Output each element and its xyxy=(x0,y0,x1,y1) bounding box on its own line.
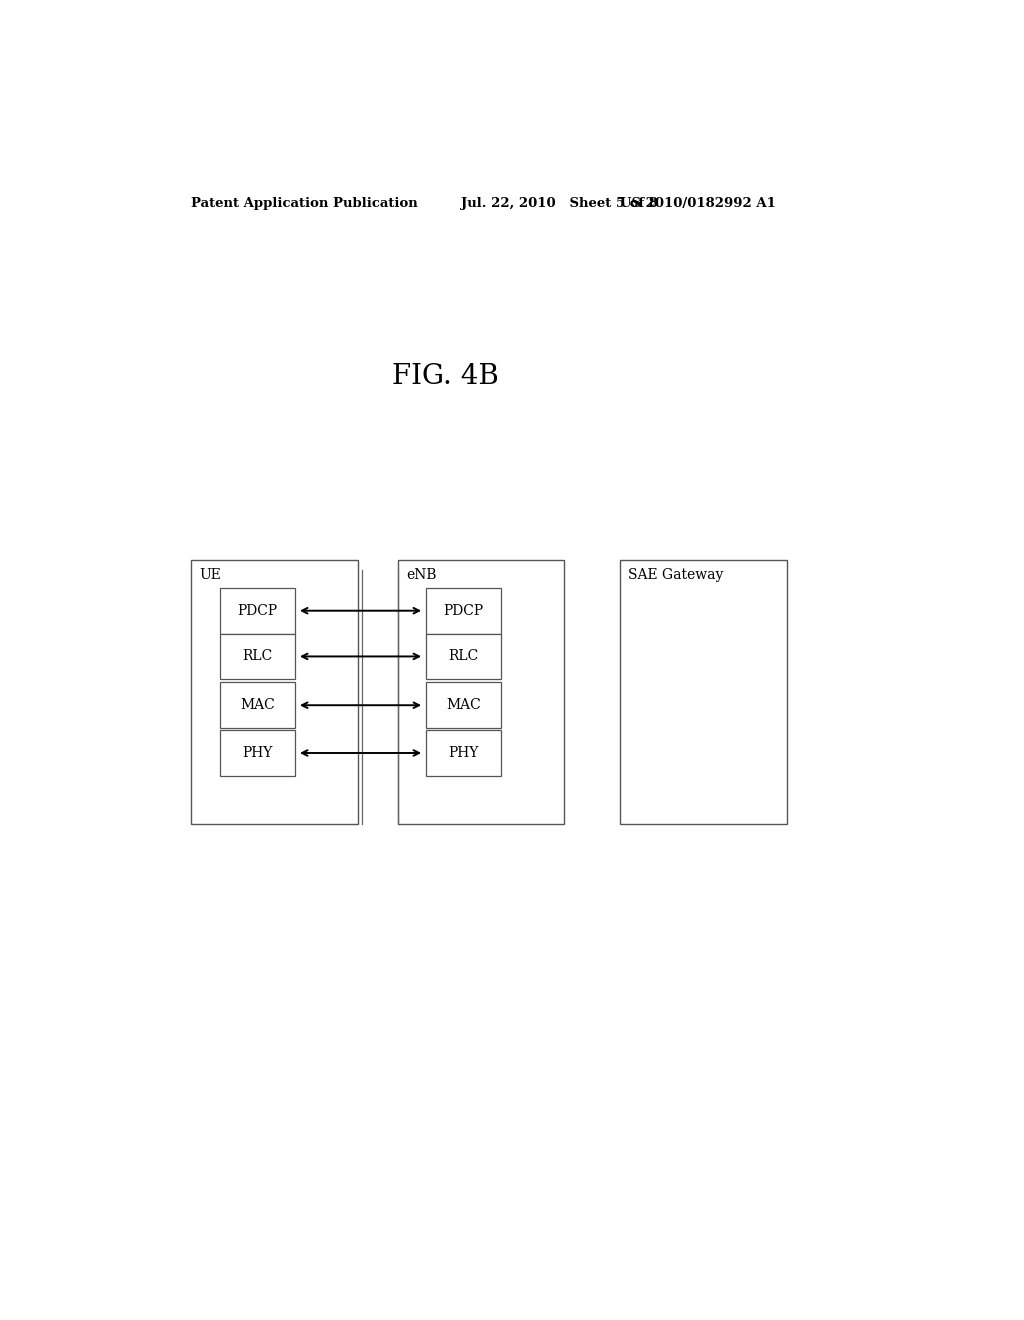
Bar xyxy=(191,560,358,824)
Text: US 2010/0182992 A1: US 2010/0182992 A1 xyxy=(620,197,776,210)
Text: Patent Application Publication: Patent Application Publication xyxy=(191,197,418,210)
Text: PHY: PHY xyxy=(449,746,479,760)
Text: PDCP: PDCP xyxy=(443,603,483,618)
Text: MAC: MAC xyxy=(240,698,274,713)
Text: RLC: RLC xyxy=(243,649,272,664)
Bar xyxy=(220,634,295,680)
Text: FIG. 4B: FIG. 4B xyxy=(392,363,499,391)
Text: UE: UE xyxy=(200,568,221,582)
Bar xyxy=(220,682,295,729)
Text: MAC: MAC xyxy=(446,698,481,713)
Text: PDCP: PDCP xyxy=(238,603,278,618)
Bar xyxy=(426,587,502,634)
Bar xyxy=(220,587,295,634)
Bar xyxy=(220,730,295,776)
Bar xyxy=(620,560,786,824)
Text: eNB: eNB xyxy=(406,568,436,582)
Bar xyxy=(397,560,564,824)
Bar xyxy=(426,634,502,680)
Text: RLC: RLC xyxy=(449,649,479,664)
Bar xyxy=(426,682,502,729)
Text: Jul. 22, 2010   Sheet 5 of 8: Jul. 22, 2010 Sheet 5 of 8 xyxy=(461,197,658,210)
Text: SAE Gateway: SAE Gateway xyxy=(628,568,723,582)
Bar xyxy=(426,730,502,776)
Text: PHY: PHY xyxy=(242,746,272,760)
